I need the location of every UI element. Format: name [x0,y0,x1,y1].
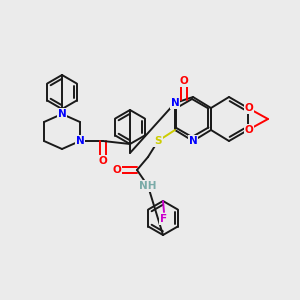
Text: N: N [58,109,66,119]
Text: F: F [160,214,168,224]
Text: N: N [171,98,179,108]
Text: N: N [76,136,84,146]
Text: O: O [112,165,122,175]
Text: O: O [180,76,188,86]
Text: O: O [244,125,253,135]
Text: N: N [189,136,197,146]
Text: O: O [99,156,107,166]
Text: O: O [244,103,253,113]
Text: NH: NH [139,181,157,191]
Text: S: S [154,136,162,146]
